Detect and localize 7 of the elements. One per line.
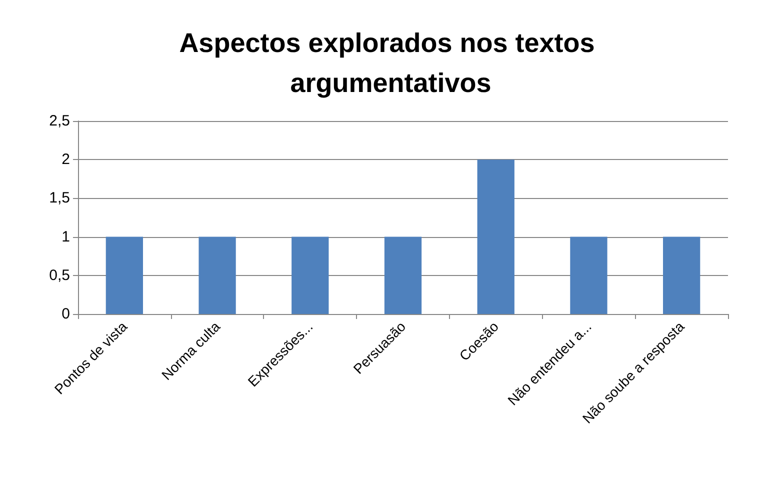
y-tick-label: 1 bbox=[62, 228, 70, 246]
chart-title: Aspectos explorados nos textos argumentativos bbox=[179, 28, 595, 98]
y-tick-label: 2 bbox=[62, 151, 70, 168]
y-tick-label: 0,5 bbox=[49, 266, 70, 284]
y-tick-label: 1,5 bbox=[49, 190, 70, 207]
y-tick-label: 0 bbox=[62, 306, 70, 322]
y-tick-label: 2,5 bbox=[49, 112, 70, 130]
